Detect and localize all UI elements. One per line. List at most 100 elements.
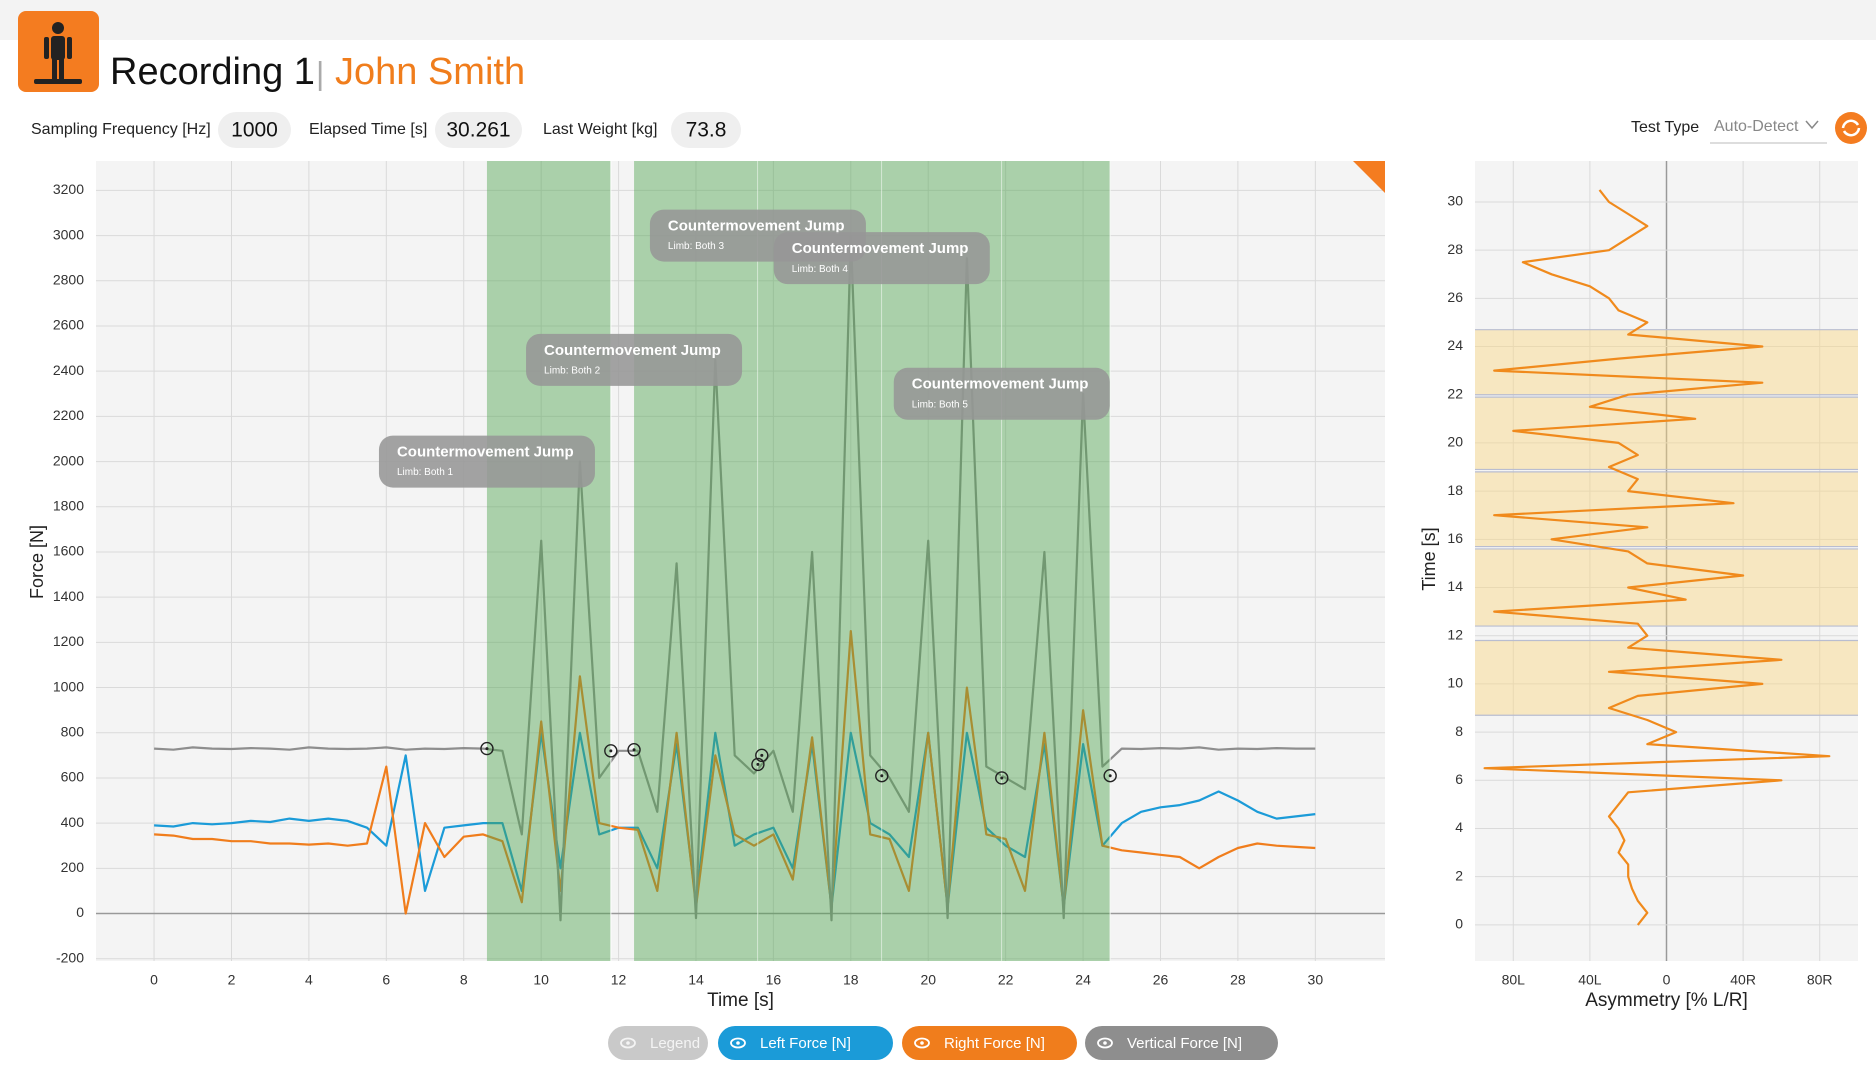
legend-button-bg bbox=[718, 1026, 893, 1060]
y-tick-label: 600 bbox=[61, 769, 85, 785]
stat-label: Sampling Frequency [Hz] bbox=[31, 121, 211, 138]
annotation-subtitle: Limb: Both 5 bbox=[912, 399, 969, 410]
test-type-value: Auto-Detect bbox=[1714, 118, 1799, 135]
legend-button-bg bbox=[902, 1026, 1077, 1060]
legend-button-label: Left Force [N] bbox=[760, 1035, 851, 1052]
force-line bbox=[154, 731, 1316, 908]
annotation-title: Countermovement Jump bbox=[544, 342, 721, 359]
legend-button-bg bbox=[608, 1026, 708, 1060]
event-marker-dot bbox=[760, 753, 764, 757]
event-marker bbox=[995, 771, 1009, 785]
event-marker-dot bbox=[756, 762, 760, 766]
refresh-button[interactable] bbox=[1835, 112, 1867, 144]
jump-band bbox=[1475, 329, 1858, 395]
x-tick-label: 80L bbox=[1502, 972, 1526, 988]
y-tick-label: 18 bbox=[1447, 482, 1463, 498]
x-tick-label: 40L bbox=[1578, 972, 1602, 988]
legend-item[interactable]: Left Force [N] bbox=[718, 1026, 893, 1060]
top-bar bbox=[0, 0, 1876, 40]
x-tick-label: 18 bbox=[843, 972, 859, 988]
eye-pupil bbox=[736, 1041, 740, 1045]
event-marker bbox=[751, 757, 765, 772]
event-marker-dot bbox=[632, 748, 636, 752]
annotation-title: Countermovement Jump bbox=[668, 218, 845, 235]
annotation-box bbox=[773, 232, 990, 285]
y-tick-label: 3200 bbox=[53, 181, 84, 197]
legend-button-label: Legend bbox=[650, 1035, 700, 1052]
eye-pupil bbox=[920, 1041, 924, 1045]
stat-pill bbox=[671, 112, 741, 148]
legend-toggle[interactable]: Legend bbox=[608, 1026, 708, 1060]
y-tick-label: 400 bbox=[61, 814, 85, 830]
x-tick-label: 80R bbox=[1807, 972, 1833, 988]
y-tick-label: 2800 bbox=[53, 271, 84, 287]
annotation-box bbox=[526, 333, 743, 386]
expand-corner[interactable] bbox=[1353, 161, 1385, 193]
event-marker-dot bbox=[880, 774, 884, 778]
stat-value: 1000 bbox=[231, 119, 278, 142]
x-tick-label: 10 bbox=[533, 972, 549, 988]
x-tick-label: 2 bbox=[228, 972, 236, 988]
plot-background bbox=[96, 161, 1385, 961]
event-marker bbox=[1103, 768, 1117, 783]
y-tick-label: 24 bbox=[1447, 337, 1463, 353]
annotation-title: Countermovement Jump bbox=[792, 240, 969, 257]
stat-pill bbox=[218, 112, 291, 148]
annotation-subtitle: Limb: Both 2 bbox=[544, 366, 601, 377]
y-tick-label: 4 bbox=[1455, 819, 1463, 835]
jump-band bbox=[1475, 471, 1858, 547]
annotation-title: Countermovement Jump bbox=[397, 444, 574, 461]
recording-title: Recording 1 bbox=[110, 51, 315, 93]
event-marker-dot bbox=[1000, 776, 1004, 780]
y-tick-label: 16 bbox=[1447, 530, 1463, 546]
x-tick-label: 12 bbox=[611, 972, 627, 988]
jump-region bbox=[634, 161, 758, 961]
y-tick-label: 200 bbox=[61, 859, 85, 875]
eye-icon bbox=[730, 1037, 746, 1049]
x-tick-label: 30 bbox=[1308, 972, 1324, 988]
x-tick-label: 8 bbox=[460, 972, 468, 988]
x-tick-label: 0 bbox=[150, 972, 158, 988]
y-tick-label: 26 bbox=[1447, 289, 1463, 305]
annotation-subtitle: Limb: Both 4 bbox=[792, 264, 849, 275]
y-tick-label: 3000 bbox=[53, 226, 84, 242]
eye-pupil bbox=[626, 1041, 630, 1045]
x-tick-label: 20 bbox=[920, 972, 936, 988]
x-axis-title: Time [s] bbox=[707, 990, 774, 1011]
x-tick-label: 24 bbox=[1075, 972, 1091, 988]
event-marker-dot bbox=[609, 749, 613, 753]
y-tick-label: 20 bbox=[1447, 434, 1463, 450]
event-marker-dot bbox=[485, 747, 489, 751]
legend-item[interactable]: Vertical Force [N] bbox=[1085, 1026, 1278, 1060]
y-tick-label: 0 bbox=[76, 904, 84, 920]
jump-band bbox=[1475, 548, 1858, 627]
eye-icon bbox=[620, 1037, 636, 1049]
legend-item[interactable]: Right Force [N] bbox=[902, 1026, 1077, 1060]
stat-pill bbox=[435, 112, 522, 148]
x-tick-label: 4 bbox=[305, 972, 313, 988]
x-tick-label: 6 bbox=[382, 972, 390, 988]
x-tick-label: 14 bbox=[688, 972, 704, 988]
y-tick-label: 14 bbox=[1447, 578, 1463, 594]
annotation-subtitle: Limb: Both 3 bbox=[668, 241, 725, 252]
y-tick-label: 10 bbox=[1447, 675, 1463, 691]
y-tick-label: 28 bbox=[1447, 241, 1463, 257]
event-marker bbox=[627, 743, 641, 757]
title-separator: | bbox=[316, 55, 324, 91]
y-tick-label: 12 bbox=[1447, 626, 1463, 642]
test-type-select[interactable]: Auto-Detect bbox=[1708, 112, 1828, 144]
event-marker bbox=[480, 741, 494, 756]
eye-pupil bbox=[1103, 1041, 1107, 1045]
jump-region bbox=[486, 161, 611, 961]
legend-button-label: Right Force [N] bbox=[944, 1035, 1045, 1052]
stat-value: 73.8 bbox=[686, 119, 727, 142]
annotation-box bbox=[378, 435, 595, 488]
event-marker bbox=[875, 768, 889, 783]
y-axis-title: Time [s] bbox=[1419, 527, 1439, 590]
y-tick-label: 30 bbox=[1447, 193, 1463, 209]
y-tick-label: 0 bbox=[1455, 916, 1463, 932]
y-tick-label: 22 bbox=[1447, 385, 1463, 401]
x-tick-label: 0 bbox=[1663, 972, 1671, 988]
jump-band bbox=[1475, 640, 1858, 716]
